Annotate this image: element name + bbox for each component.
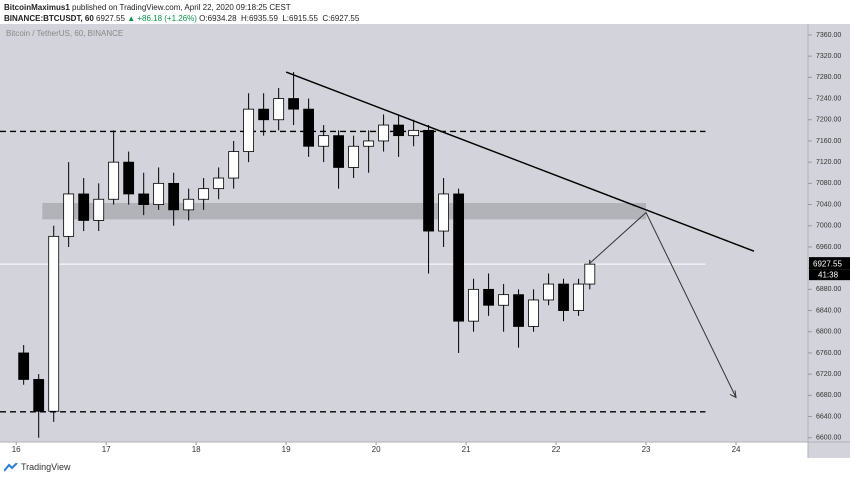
candle-body (138, 193, 150, 205)
candle-body (393, 124, 405, 137)
candle-body (18, 352, 30, 380)
footer: TradingView (4, 462, 71, 472)
candle-body (198, 188, 210, 200)
candle-body (378, 124, 389, 142)
y-tick-label: 7200.00 (816, 117, 841, 124)
candle-body (78, 193, 90, 221)
symbol-line: BINANCE:BTCUSDT, 60 6927.55 ▲ +86.18 (+1… (4, 13, 359, 24)
chart: Bitcoin / TetherUS, 60, BINANCE 6600.00 6… (0, 24, 850, 458)
countdown: 41:38 (818, 270, 839, 279)
candle-body (123, 161, 135, 195)
price-label-bg (809, 257, 850, 270)
candle-body (333, 135, 344, 168)
candle-body (303, 108, 315, 147)
zone (42, 202, 647, 220)
published: published on TradingView.com, April 22, … (72, 3, 291, 12)
x-tick-label: 21 (462, 445, 471, 454)
trendline (285, 71, 755, 252)
candle-body (453, 193, 465, 322)
y-tick-label: 6880.00 (816, 286, 841, 293)
candle-body (108, 161, 120, 200)
x-tick-label: 18 (192, 445, 201, 454)
y-tick-label: 7280.00 (816, 74, 841, 81)
countdown-bg (809, 269, 850, 281)
candle-body (93, 198, 105, 221)
brand: TradingView (21, 462, 71, 472)
logo (4, 462, 18, 472)
y-tick-label: 7040.00 (816, 201, 841, 208)
y-tick-label: 6680.00 (816, 392, 841, 399)
candle-body (348, 145, 360, 168)
y-tick-label: 7240.00 (816, 95, 841, 102)
y-tick-label: 7000.00 (816, 223, 841, 230)
y-tick-label: 7360.00 (816, 32, 841, 39)
publish-line: BitcoinMaximus1 published on TradingView… (4, 2, 359, 13)
candle-body (288, 98, 299, 110)
y-tick-label: 6600.00 (816, 435, 841, 442)
candle-body (153, 182, 165, 205)
y-tick-label: 6640.00 (816, 413, 841, 420)
arrow-head (729, 390, 737, 399)
symbol: BINANCE:BTCUSDT, 60 (4, 14, 94, 23)
price-label: 6927.55 (813, 259, 842, 268)
y-tick-label: 7080.00 (816, 180, 841, 187)
candle-body (528, 299, 539, 327)
candle-body (168, 182, 180, 211)
candle-body (543, 283, 554, 301)
candle-body (258, 108, 270, 121)
x-tick-label: 17 (102, 445, 111, 454)
y-tick-label: 6720.00 (816, 371, 841, 378)
chart-title: Bitcoin / TetherUS, 60, BINANCE (6, 29, 123, 38)
x-tick-label: 20 (372, 445, 381, 454)
y-tick-label: 7160.00 (816, 138, 841, 145)
candle-body (33, 379, 45, 412)
candle-body (573, 283, 584, 311)
price: 6927.55 (96, 14, 125, 23)
projection-arrow (589, 211, 737, 398)
ohlc: O:6934.28 H:6935.59 L:6915.55 C:6927.55 (199, 14, 360, 23)
candle-body (423, 129, 434, 232)
y-tick-label: 7320.00 (816, 53, 841, 60)
candle-body (363, 140, 375, 147)
y-tick-label: 6960.00 (816, 244, 841, 251)
candle-body (468, 288, 479, 322)
x-tick-label: 19 (282, 445, 291, 454)
change: ▲ +86.18 (+1.26%) (127, 14, 197, 23)
x-tick-label: 24 (732, 445, 741, 454)
header: BitcoinMaximus1 published on TradingView… (4, 2, 359, 24)
candle-body (48, 235, 60, 412)
candle-body (408, 129, 420, 137)
candle-body (318, 135, 330, 147)
candle-body (584, 263, 596, 285)
author: BitcoinMaximus1 (4, 3, 70, 12)
x-tick-label: 23 (642, 445, 651, 454)
y-tick-label: 6760.00 (816, 350, 841, 357)
candle-body (558, 283, 569, 311)
candle-body (483, 288, 494, 306)
plot-bg (0, 24, 808, 442)
x-tick-label: 16 (12, 445, 21, 454)
candle-body (273, 98, 285, 121)
y-tick-label: 7120.00 (816, 159, 841, 166)
x-tick-label: 22 (552, 445, 561, 454)
candle-body (498, 294, 510, 306)
candle-body (213, 177, 225, 190)
candle-body (63, 193, 75, 237)
price-axis-bg (808, 24, 850, 458)
candle-body (243, 108, 255, 152)
candle-body (438, 193, 449, 232)
candle-body (513, 294, 524, 327)
candle-body (228, 151, 240, 179)
y-tick-label: 6800.00 (816, 329, 841, 336)
candle-body (183, 198, 195, 211)
y-tick-label: 6840.00 (816, 307, 841, 314)
